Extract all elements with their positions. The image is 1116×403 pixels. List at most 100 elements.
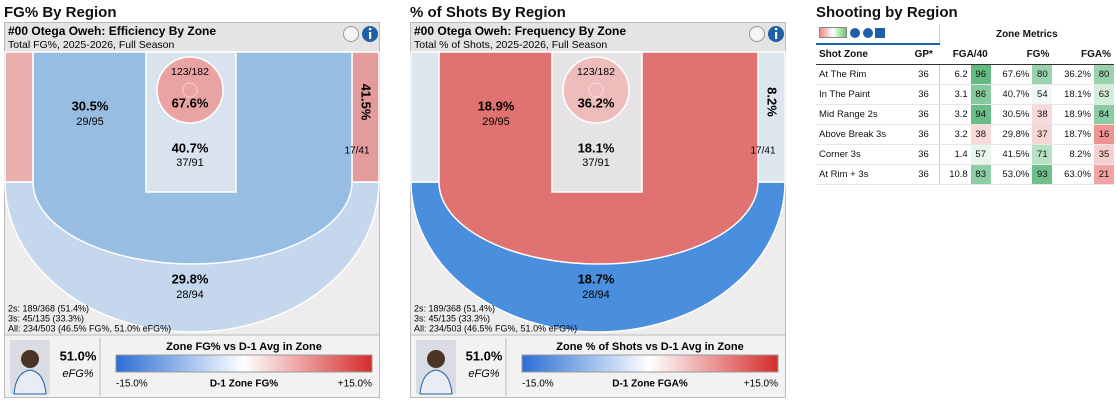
legend-mid: D-1 Zone FGA% bbox=[612, 379, 688, 390]
percentile-cell: 94 bbox=[970, 104, 991, 125]
percentile-cell: 54 bbox=[1032, 84, 1053, 105]
table-cell: 6.2 bbox=[939, 64, 971, 85]
table-cell: Above Break 3s bbox=[816, 124, 909, 145]
toggle-icon bbox=[749, 26, 765, 42]
table-cell: 18.7% bbox=[1052, 124, 1094, 145]
zone-made: 28/94 bbox=[176, 289, 204, 301]
zone-made: 29/95 bbox=[482, 116, 510, 128]
zone-value: 40.7% bbox=[172, 140, 209, 155]
table-cell: 10.8 bbox=[939, 164, 971, 185]
header-row: Zone Metrics bbox=[816, 24, 1114, 45]
panel-header: % of Shots By Region bbox=[410, 4, 566, 21]
color-toggle[interactable] bbox=[819, 26, 847, 38]
zone-table: Zone Metrics Shot Zone GP* FGA/40 FG% FGA% A… bbox=[816, 24, 1114, 185]
player-head bbox=[427, 350, 445, 368]
shot-chart: #00 Otega Oweh: Efficiency By ZoneTotal … bbox=[4, 22, 380, 398]
column-header: FG% bbox=[990, 44, 1053, 65]
hoop bbox=[182, 82, 198, 98]
percentile-cell: 86 bbox=[970, 84, 991, 105]
toolbar bbox=[816, 24, 940, 45]
table-cell: 30.5% bbox=[990, 104, 1033, 125]
table-cell: 18.1% bbox=[1052, 84, 1094, 105]
table-cell: 63.0% bbox=[1052, 164, 1094, 185]
zone-corner-3-left bbox=[4, 51, 34, 183]
table-cell: 36 bbox=[908, 84, 940, 105]
table-cell: 36.2% bbox=[1052, 64, 1094, 85]
table-cell: Corner 3s bbox=[816, 144, 909, 165]
summary-line: All: 234/503 (46.5% FG%, 51.0% eFG%) bbox=[8, 323, 171, 333]
zone-made: 123/182 bbox=[577, 66, 615, 78]
table-cell: 53.0% bbox=[990, 164, 1033, 185]
panel-header: FG% By Region bbox=[4, 4, 117, 21]
download-icon[interactable] bbox=[875, 27, 886, 38]
percentile-cell: 38 bbox=[970, 124, 991, 145]
summary-line: All: 234/503 (46.5% FG%, 51.0% eFG%) bbox=[414, 323, 577, 333]
percentile-cell: 21 bbox=[1094, 164, 1114, 185]
player-head bbox=[21, 350, 39, 368]
zone-value: 29.8% bbox=[172, 271, 209, 286]
table-cell: 36 bbox=[908, 164, 940, 185]
hoop bbox=[588, 82, 604, 98]
zone-corner-3-right bbox=[757, 51, 786, 183]
percentile-cell: 57 bbox=[970, 144, 991, 165]
table-row: At Rim + 3s 36 10.8 83 53.0% 93 63.0% 21 bbox=[816, 164, 1114, 185]
table-row: Mid Range 2s 36 3.2 94 30.5% 38 18.9% 84 bbox=[816, 104, 1114, 125]
zone-corner-3-right bbox=[351, 51, 380, 183]
table-cell: 3.2 bbox=[939, 124, 971, 145]
table-cell: 18.9% bbox=[1052, 104, 1094, 125]
shot-chart-panel: #00 Otega Oweh: Frequency By Zone Total %… bbox=[410, 22, 786, 398]
zone-value: 18.1% bbox=[578, 140, 615, 155]
legend-mid: D-1 Zone FG% bbox=[210, 379, 278, 390]
zone-rim bbox=[156, 56, 224, 124]
efg-label: eFG% bbox=[62, 368, 93, 380]
legend-min: -15.0% bbox=[116, 379, 148, 390]
zone-corner-3-left bbox=[410, 51, 440, 183]
table-cell: 36 bbox=[908, 64, 940, 85]
info-glyph bbox=[369, 32, 372, 39]
table-cell: 3.2 bbox=[939, 104, 971, 125]
column-row: Shot Zone GP* FGA/40 FG% FGA% bbox=[816, 44, 1114, 65]
column-header: FGA/40 bbox=[939, 44, 991, 65]
table-cell: 36 bbox=[908, 104, 940, 125]
zone-value: 30.5% bbox=[72, 98, 109, 113]
percentile-cell: 83 bbox=[970, 164, 991, 185]
percentile-cell: 35 bbox=[1094, 144, 1114, 165]
legend-title: Zone % of Shots vs D-1 Avg in Zone bbox=[556, 341, 743, 353]
settings-icon[interactable] bbox=[849, 27, 860, 38]
percentile-cell: 80 bbox=[1094, 64, 1114, 85]
table-body: At The Rim 36 6.2 96 67.6% 80 36.2% 80 In The Pa… bbox=[816, 64, 1114, 185]
percentile-cell: 93 bbox=[1032, 164, 1053, 185]
zone-made: 17/41 bbox=[344, 146, 369, 157]
player-body bbox=[419, 369, 453, 395]
zone-value: 67.6% bbox=[172, 95, 209, 110]
percentile-cell: 38 bbox=[1032, 104, 1053, 125]
zone-made: 37/91 bbox=[582, 157, 610, 169]
player-body bbox=[13, 369, 47, 395]
table-cell: 3.1 bbox=[939, 84, 971, 105]
efg-label: eFG% bbox=[468, 368, 499, 380]
zone-value: 18.9% bbox=[478, 98, 515, 113]
percentile-cell: 96 bbox=[970, 64, 991, 85]
zone-rim bbox=[562, 56, 630, 124]
percentile-cell: 63 bbox=[1094, 84, 1114, 105]
group-header: Zone Metrics bbox=[938, 24, 1114, 44]
info-icon[interactable] bbox=[862, 27, 873, 38]
table-cell: 40.7% bbox=[990, 84, 1033, 105]
zone-value: 41.5% bbox=[359, 84, 374, 121]
table-cell: 41.5% bbox=[990, 144, 1033, 165]
panel-subtitle: Total FG%, 2025-2026, Full Season bbox=[8, 39, 175, 51]
table-cell: 1.4 bbox=[939, 144, 971, 165]
table-header: Shooting by Region bbox=[816, 4, 958, 21]
table-cell: Mid Range 2s bbox=[816, 104, 909, 125]
zone-made: 28/94 bbox=[582, 289, 610, 301]
summary-line: 3s: 45/135 (33.3%) bbox=[414, 313, 490, 323]
table-row: Corner 3s 36 1.4 57 41.5% 71 8.2% 35 bbox=[816, 144, 1114, 165]
legend-bar bbox=[115, 354, 373, 373]
table-cell: At Rim + 3s bbox=[816, 164, 909, 185]
zone-value: 8.2% bbox=[765, 87, 780, 117]
legend-max: +15.0% bbox=[744, 379, 778, 390]
percentile-cell: 71 bbox=[1032, 144, 1053, 165]
zone-made: 17/41 bbox=[750, 146, 775, 157]
zone-value: 36.2% bbox=[578, 95, 615, 110]
title-band bbox=[5, 23, 379, 52]
